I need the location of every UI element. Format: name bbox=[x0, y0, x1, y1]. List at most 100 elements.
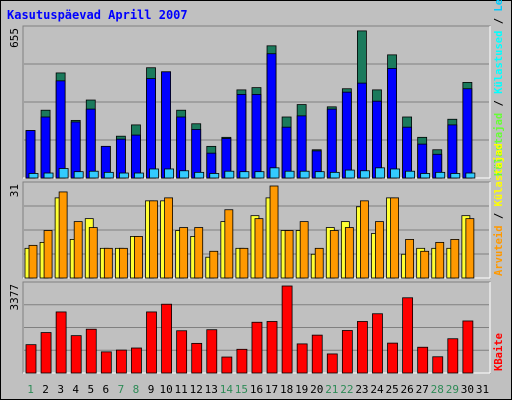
bar-sites bbox=[88, 227, 98, 279]
bar-kbytes bbox=[115, 349, 127, 374]
bar-kbytes bbox=[100, 351, 112, 374]
bar-pages bbox=[73, 171, 84, 179]
x-tick-label: 17 bbox=[265, 383, 278, 396]
bar-files bbox=[417, 143, 428, 179]
bar-sites bbox=[420, 250, 430, 279]
bar-files bbox=[115, 138, 126, 179]
legend-part: Arvuteid bbox=[493, 225, 505, 276]
bars-bottom bbox=[25, 285, 474, 374]
bar-kbytes bbox=[236, 348, 248, 374]
bar-pages bbox=[58, 168, 69, 179]
bar-kbytes bbox=[447, 338, 459, 374]
bar-pages bbox=[299, 170, 310, 179]
x-tick-label: 3 bbox=[57, 383, 64, 396]
bar-kbytes bbox=[176, 330, 188, 374]
legend-part: Külastajad bbox=[493, 143, 505, 206]
bar-pages bbox=[164, 168, 174, 179]
bar-files bbox=[146, 78, 156, 179]
bar-sites bbox=[435, 241, 445, 279]
bar-kbytes bbox=[85, 328, 97, 374]
bar-pages bbox=[329, 171, 340, 179]
bar-files bbox=[25, 130, 36, 179]
x-tick-label: 21 bbox=[325, 383, 338, 396]
x-tick-label: 12 bbox=[190, 383, 203, 396]
bar-sites bbox=[134, 236, 143, 279]
x-tick-label: 5 bbox=[87, 383, 94, 396]
bar-pages bbox=[254, 171, 265, 179]
bar-files bbox=[372, 100, 382, 179]
bar-pages bbox=[179, 170, 190, 179]
bar-sites bbox=[450, 239, 460, 279]
x-tick-label: 25 bbox=[385, 383, 398, 396]
bar-sites bbox=[284, 230, 294, 279]
bar-kbytes bbox=[462, 320, 474, 374]
x-tick-label: 26 bbox=[401, 383, 414, 396]
bar-kbytes bbox=[25, 344, 37, 374]
bar-pages bbox=[375, 167, 385, 179]
bar-kbytes bbox=[326, 353, 338, 374]
bar-pages bbox=[134, 172, 144, 179]
bar-files bbox=[70, 121, 81, 179]
bar-pages bbox=[209, 173, 220, 179]
bar-files bbox=[266, 53, 277, 179]
x-tick-label: 31 bbox=[476, 383, 489, 396]
bar-kbytes bbox=[402, 297, 414, 374]
bar-sites bbox=[149, 200, 158, 279]
bar-pages bbox=[465, 172, 476, 179]
bar-sites bbox=[103, 247, 113, 279]
x-tick-label: 27 bbox=[416, 383, 429, 396]
bar-pages bbox=[405, 170, 416, 179]
x-tick-label: 4 bbox=[72, 383, 79, 396]
bar-sites bbox=[194, 227, 204, 279]
x-tick-label: 22 bbox=[340, 383, 353, 396]
bar-sites bbox=[43, 230, 53, 279]
bar-pages bbox=[149, 168, 159, 179]
y-max-label: 655 bbox=[8, 28, 21, 48]
x-tick-label: 13 bbox=[205, 383, 218, 396]
bar-pages bbox=[420, 173, 431, 179]
bar-sites bbox=[375, 221, 384, 279]
bar-sites bbox=[239, 247, 249, 279]
bar-sites bbox=[390, 197, 399, 279]
bar-sites bbox=[465, 218, 475, 279]
bar-kbytes bbox=[372, 313, 383, 374]
bar-files bbox=[40, 116, 51, 179]
x-tick-label: 1 bbox=[27, 383, 34, 396]
bar-pages bbox=[435, 171, 446, 179]
bar-files bbox=[236, 93, 247, 179]
legend-part: / bbox=[493, 206, 505, 225]
bar-sites bbox=[58, 191, 68, 279]
bar-kbytes bbox=[417, 346, 429, 374]
bar-sites bbox=[299, 221, 309, 279]
bar-kbytes bbox=[311, 334, 323, 374]
bar-files bbox=[161, 71, 171, 179]
bar-pages bbox=[314, 171, 325, 179]
bar-kbytes bbox=[55, 311, 67, 374]
x-tick-label: 14 bbox=[220, 383, 234, 396]
bar-kbytes bbox=[146, 311, 157, 374]
bar-kbytes bbox=[432, 356, 444, 374]
panel-middle: 31 Arvuteid / Külastajad bbox=[8, 143, 505, 279]
bar-pages bbox=[269, 167, 280, 179]
series-legend-label: Arvuteid / Külastajad bbox=[493, 143, 505, 276]
bar-files bbox=[341, 91, 352, 179]
bars-middle bbox=[24, 185, 475, 279]
x-tick-label: 20 bbox=[310, 383, 323, 396]
bar-pages bbox=[224, 170, 235, 179]
bars-top bbox=[25, 30, 476, 179]
x-tick-label: 19 bbox=[295, 383, 308, 396]
bar-kbytes bbox=[251, 321, 263, 374]
x-tick-label: 29 bbox=[446, 383, 459, 396]
x-tick-label: 9 bbox=[148, 383, 155, 396]
bar-sites bbox=[118, 247, 128, 279]
legend-part: / bbox=[493, 12, 505, 31]
legend-part: / bbox=[493, 94, 505, 113]
bar-kbytes bbox=[191, 342, 203, 374]
bar-pages bbox=[194, 171, 205, 179]
bar-kbytes bbox=[296, 343, 308, 374]
bar-kbytes bbox=[387, 342, 398, 374]
bar-files bbox=[85, 108, 96, 179]
bar-pages bbox=[88, 170, 99, 179]
